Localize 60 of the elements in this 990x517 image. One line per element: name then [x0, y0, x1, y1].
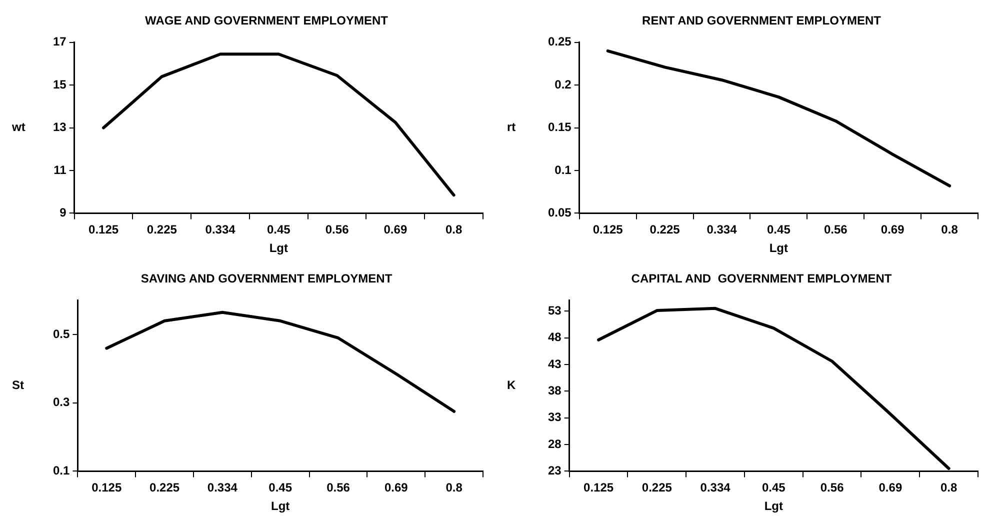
x-tick-label: 0.334: [205, 222, 236, 237]
x-axis-title: Lgt: [269, 241, 288, 256]
y-axis-title: K: [507, 378, 516, 392]
x-tick-label: 0.225: [146, 222, 178, 237]
y-tick-label: 9: [60, 206, 67, 220]
x-tick-label: 0.69: [384, 480, 408, 495]
chart-title: SAVING AND GOVERNMENT EMPLOYMENT: [140, 272, 393, 286]
x-tick-label: 0.45: [266, 222, 291, 237]
x-tick-label: 0.8: [940, 480, 958, 495]
x-tick-label: 0.225: [150, 480, 180, 495]
x-tick-label: 0.45: [767, 222, 791, 237]
x-tick-label: 0.225: [642, 480, 672, 495]
x-tick-label: 0.334: [706, 222, 738, 237]
x-tick-label: 0.69: [384, 222, 408, 237]
x-tick-label: 0.69: [880, 222, 905, 237]
x-tick-label: 0.8: [445, 222, 462, 237]
y-tick-label: 17: [52, 34, 67, 49]
chart-title: WAGE AND GOVERNMENT EMPLOYMENT: [145, 14, 389, 28]
chart-title: RENT AND GOVERNMENT EMPLOYMENT: [642, 14, 882, 28]
y-axis-title: rt: [507, 120, 516, 134]
y-tick-label: 13: [52, 120, 67, 134]
y-tick-label: 33: [548, 410, 562, 424]
chart-title: CAPITAL AND GOVERNMENT EMPLOYMENT: [631, 272, 892, 286]
x-axis-title: Lgt: [769, 241, 788, 256]
y-tick-label: 0.1: [554, 162, 572, 177]
y-tick-label: 15: [52, 77, 67, 92]
x-tick-label: 0.125: [584, 480, 614, 495]
x-tick-label: 0.334: [207, 480, 238, 495]
x-tick-label: 0.45: [268, 480, 292, 495]
y-tick-label: 0.05: [548, 206, 572, 220]
y-tick-label: 0.25: [548, 34, 572, 49]
y-tick-label: 0.3: [52, 395, 70, 410]
y-tick-label: 0.15: [548, 120, 572, 134]
x-tick-label: 0.125: [88, 222, 119, 237]
y-tick-label: 28: [548, 436, 562, 451]
y-tick-label: 43: [548, 356, 562, 371]
y-tick-label: 0.1: [52, 464, 70, 478]
x-tick-label: 0.45: [762, 480, 786, 495]
y-tick-label: 0.2: [554, 77, 572, 92]
y-tick-label: 0.5: [52, 326, 70, 341]
x-tick-label: 0.8: [446, 480, 463, 495]
x-tick-label: 0.125: [592, 222, 624, 237]
y-tick-label: 11: [54, 162, 67, 177]
y-tick-label: 38: [548, 383, 562, 398]
y-tick-label: 53: [548, 303, 562, 318]
x-tick-label: 0.56: [824, 222, 848, 237]
x-axis-title: Lgt: [271, 499, 290, 514]
x-tick-label: 0.8: [941, 222, 958, 237]
x-tick-label: 0.334: [700, 480, 731, 495]
x-axis-title: Lgt: [764, 499, 784, 514]
y-tick-label: 23: [548, 464, 562, 478]
x-tick-label: 0.56: [820, 480, 844, 495]
x-tick-label: 0.225: [650, 222, 680, 237]
y-axis-title: wt: [11, 120, 26, 134]
y-tick-label: 48: [548, 330, 562, 344]
x-tick-label: 0.125: [92, 480, 122, 495]
y-axis-title: St: [12, 378, 24, 392]
x-tick-label: 0.69: [878, 480, 902, 495]
x-tick-label: 0.56: [326, 480, 350, 495]
x-tick-label: 0.56: [325, 222, 350, 237]
